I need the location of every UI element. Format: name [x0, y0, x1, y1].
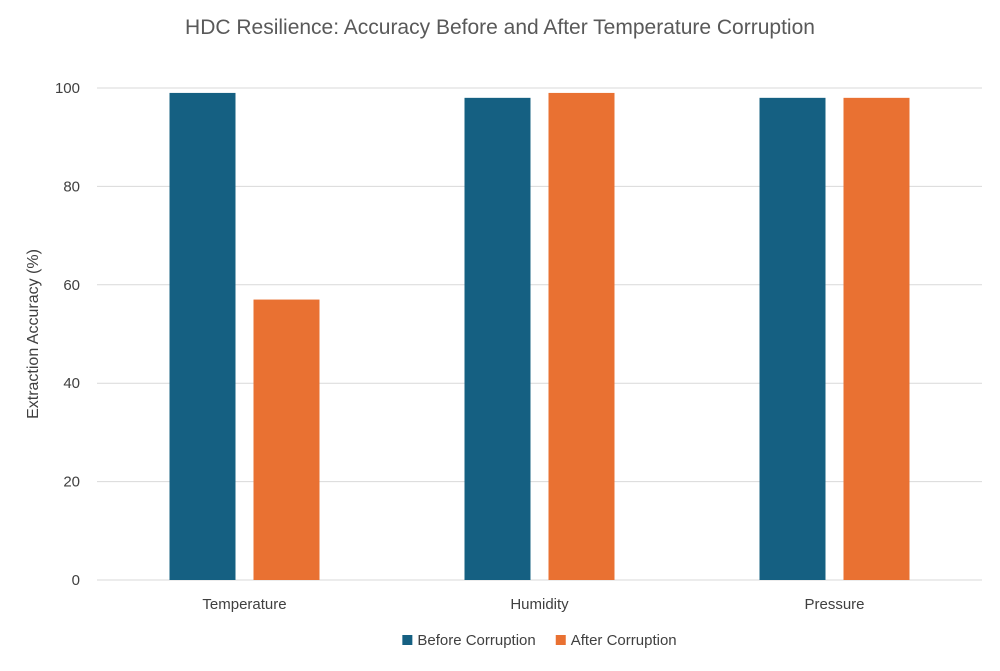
bar-after-corruption-temperature	[253, 299, 320, 580]
y-tick-label: 40	[63, 375, 80, 392]
legend-label: After Corruption	[571, 632, 677, 649]
legend-swatch	[555, 635, 566, 645]
legend-label: Before Corruption	[417, 632, 535, 649]
bar-before-corruption-pressure	[759, 97, 826, 580]
x-category-label: Humidity	[510, 596, 569, 613]
bar-before-corruption-humidity	[464, 97, 531, 580]
y-tick-label: 20	[63, 474, 80, 491]
legend-item: Before Corruption	[402, 632, 536, 649]
y-tick-label: 60	[63, 277, 80, 294]
legend-item: After Corruption	[555, 632, 677, 649]
legend-swatch	[402, 635, 413, 645]
y-axis-label: Extraction Accuracy (%)	[25, 249, 42, 419]
bar-after-corruption-pressure	[843, 97, 910, 580]
legend: Before Corruption After Corruption	[402, 632, 677, 649]
bar-before-corruption-temperature	[169, 92, 236, 581]
y-tick-label: 100	[55, 80, 80, 97]
bar-after-corruption-humidity	[548, 92, 615, 581]
x-axis-categories: Temperature Humidity Pressure	[202, 596, 864, 613]
y-axis-ticks: 0 20 40 60 80 100	[55, 80, 80, 589]
y-tick-label: 80	[63, 178, 80, 195]
chart-title: HDC Resilience: Accuracy Before and Afte…	[185, 16, 815, 39]
y-tick-label: 0	[72, 572, 80, 589]
gridlines	[97, 87, 982, 581]
x-category-label: Pressure	[804, 596, 864, 613]
bars	[169, 92, 910, 581]
x-category-label: Temperature	[202, 596, 286, 613]
